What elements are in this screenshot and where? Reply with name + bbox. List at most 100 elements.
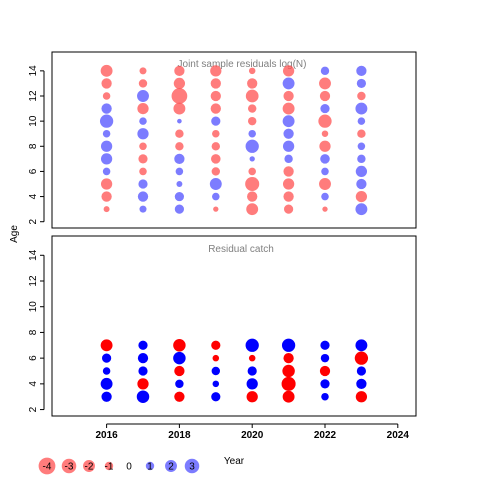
- top-y-tick-label: 12: [28, 90, 39, 102]
- bottom-bubble: [173, 339, 186, 352]
- panel-bottom-frame: [51, 235, 417, 417]
- top-bubble: [209, 178, 222, 190]
- top-bubble: [137, 102, 149, 115]
- legend-label: -1: [105, 462, 114, 473]
- top-bubble: [355, 190, 368, 203]
- top-bubble: [318, 114, 332, 128]
- legend-bubble: [184, 458, 200, 474]
- top-bubble: [357, 117, 366, 125]
- bottom-bubble: [245, 338, 259, 352]
- legend-bubble: [38, 457, 56, 475]
- top-bubble: [139, 67, 147, 75]
- panel-top-frame: [51, 51, 417, 229]
- top-y-tick-label: 14: [28, 65, 39, 77]
- legend-label: -2: [85, 462, 94, 473]
- bottom-bubble: [211, 392, 221, 402]
- top-bubble: [174, 65, 185, 76]
- bottom-bubble: [174, 391, 185, 402]
- top-bubble: [319, 90, 331, 102]
- bottom-bubble: [246, 391, 258, 403]
- bottom-bubble: [137, 378, 149, 390]
- top-bubble: [355, 165, 368, 178]
- legend-bubble: [83, 460, 95, 472]
- y-axis-label: Age: [9, 225, 20, 243]
- top-bubble: [101, 78, 112, 89]
- bottom-bubble: [102, 353, 112, 363]
- top-bubble: [102, 129, 111, 138]
- top-bubble: [248, 129, 256, 138]
- top-bubble: [319, 77, 331, 90]
- top-bubble: [355, 203, 368, 216]
- bottom-bubble: [354, 351, 369, 365]
- bottom-bubble: [138, 340, 148, 350]
- legend-label: 2: [168, 462, 174, 473]
- bottom-bubble: [282, 390, 295, 403]
- x-tick-label: 2018: [168, 430, 191, 441]
- top-bubble: [103, 206, 110, 213]
- x-tick-label: 2020: [241, 430, 264, 441]
- top-bubble: [245, 89, 259, 103]
- bottom-bubble: [100, 377, 113, 390]
- top-bubble: [283, 128, 294, 139]
- top-bubble: [175, 129, 184, 138]
- top-bubble: [212, 192, 220, 201]
- top-bubble: [102, 92, 111, 100]
- panel-bottom-title: Residual catch: [208, 244, 274, 255]
- bottom-bubble: [320, 340, 330, 350]
- top-bubble: [212, 129, 220, 138]
- top-bubble: [101, 191, 112, 202]
- bottom-bubble: [174, 365, 185, 377]
- top-bubble: [284, 154, 293, 164]
- legend-bubble: [104, 461, 114, 471]
- x-tick-label: 2024: [387, 430, 410, 441]
- top-bubble: [357, 91, 366, 101]
- bottom-bubble: [320, 379, 330, 389]
- legend-label: -3: [65, 462, 74, 473]
- top-bubble: [282, 115, 295, 128]
- x-tick-label: 2022: [314, 430, 337, 441]
- top-bubble: [99, 114, 114, 128]
- top-bubble: [139, 205, 147, 213]
- top-bubble: [102, 167, 111, 176]
- top-bubble: [321, 167, 329, 176]
- bottom-bubble: [248, 354, 256, 362]
- top-bubble: [282, 65, 295, 77]
- top-bubble: [211, 154, 221, 164]
- top-bubble: [100, 140, 113, 152]
- top-bubble: [213, 206, 219, 212]
- top-bubble: [282, 140, 295, 152]
- bottom-bubble: [282, 364, 295, 378]
- top-bubble: [247, 78, 258, 89]
- top-bubble: [100, 178, 113, 190]
- top-bubble: [211, 116, 221, 126]
- top-bubble: [100, 153, 113, 165]
- top-bubble: [283, 166, 294, 177]
- top-bubble: [138, 79, 148, 88]
- top-bubble: [282, 102, 295, 115]
- bottom-y-tick-label: 4: [28, 381, 39, 387]
- bottom-bubble: [100, 339, 113, 352]
- top-bubble: [245, 139, 259, 153]
- top-bubble: [283, 90, 294, 102]
- bottom-y-tick-label: 12: [28, 275, 39, 287]
- bottom-bubble: [320, 353, 330, 363]
- top-bubble: [283, 191, 294, 202]
- legend-label: -4: [43, 462, 52, 473]
- top-bubble: [357, 129, 366, 138]
- top-bubble: [320, 154, 330, 164]
- legend-label: 0: [126, 462, 132, 473]
- bottom-bubble: [281, 338, 296, 352]
- bottom-bubble: [356, 378, 367, 389]
- bottom-x-axis: 2016 2018 2020 2022 2024: [95, 423, 410, 441]
- bottom-bubble: [137, 353, 149, 364]
- bottom-bubble: [355, 339, 368, 352]
- top-bubble: [137, 191, 149, 202]
- top-bubble: [320, 66, 330, 76]
- top-y-tick-label: 6: [28, 168, 39, 174]
- top-bubble: [176, 181, 183, 187]
- bottom-bubble: [101, 391, 112, 402]
- top-bubble: [284, 204, 294, 214]
- bottom-bubble: [281, 376, 296, 391]
- top-bubble: [137, 128, 149, 140]
